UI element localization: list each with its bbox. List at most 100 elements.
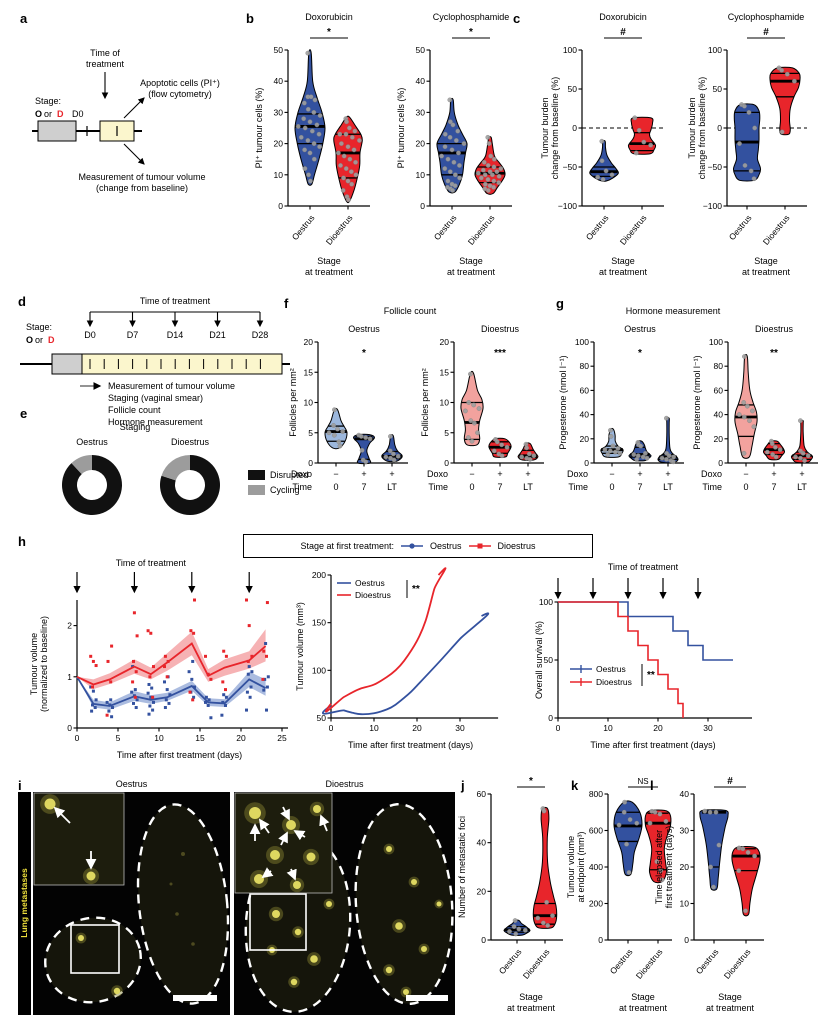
svg-text:80: 80 — [714, 361, 724, 371]
svg-text:−50: −50 — [563, 162, 578, 172]
svg-text:10: 10 — [274, 170, 284, 180]
svg-text:100: 100 — [708, 45, 722, 55]
panel-i-label: i — [18, 778, 22, 793]
svg-text:+: + — [361, 469, 366, 479]
svg-text:0: 0 — [444, 458, 449, 468]
svg-text:Oestrus: Oestrus — [355, 578, 385, 588]
svg-text:20: 20 — [274, 139, 284, 149]
chart-h-tumour-volume-mm3: 50 100 150 200 0 10 20 30 Tumour volume (mm³) Tim… — [293, 556, 548, 773]
svg-text:−: − — [743, 469, 748, 479]
svg-text:0: 0 — [278, 201, 283, 211]
svg-text:Dioestrus: Dioestrus — [481, 324, 520, 334]
svg-text:0: 0 — [584, 458, 589, 468]
svg-text:Time elapsed after: Time elapsed after — [654, 830, 664, 904]
chart-l-time-elapsed-violin: #0 10 20 30 40 Time elapsed after first treatm… — [646, 774, 792, 1019]
svg-text:0: 0 — [469, 482, 474, 492]
svg-text:or: or — [44, 109, 52, 119]
svg-text:NS: NS — [637, 777, 648, 786]
svg-text:Time after first treatment (da: Time after first treatment (days) — [117, 750, 242, 760]
chart-g_oes: Oestrus * 0 20 40 60 80 100 Progesterone (nmol l… — [558, 324, 684, 492]
svg-text:10: 10 — [680, 899, 690, 909]
panel-c-label: c — [513, 11, 521, 26]
chart-f_dio: Dioestrus *** 0 5 10 15 20 Follicles per mm² Dox… — [420, 324, 544, 492]
panel-f-title: Follicle count — [383, 306, 437, 316]
svg-text:Oestrus: Oestrus — [694, 947, 721, 976]
svg-text:at treatment: at treatment — [599, 267, 648, 277]
svg-text:150: 150 — [312, 618, 326, 628]
svg-text:+: + — [525, 469, 530, 479]
svg-text:50: 50 — [416, 45, 426, 55]
panel-a-label: a — [20, 11, 28, 26]
svg-text:2: 2 — [67, 621, 72, 631]
svg-text:Time after first treatment (da: Time after first treatment (days) — [348, 740, 473, 750]
svg-text:at treatment: at treatment — [305, 267, 354, 277]
svg-text:Doxorubicin: Doxorubicin — [305, 12, 353, 22]
svg-text:(change from baseline): (change from baseline) — [96, 183, 188, 193]
chart-k_endpoint: NS 0 200 400 600 800 Tumour volume at endpoint … — [566, 777, 672, 1013]
svg-text:Tumour volume: Tumour volume — [566, 836, 576, 898]
svg-text:Measurement of tumour volume: Measurement of tumour volume — [108, 381, 235, 391]
svg-text:Time of treatment: Time of treatment — [116, 558, 187, 568]
panel-i-dioestrus-micrograph — [234, 792, 455, 1019]
svg-text:Staging (vaginal smear): Staging (vaginal smear) — [108, 393, 203, 403]
svg-text:50: 50 — [568, 84, 578, 94]
svg-text:*: * — [469, 27, 473, 38]
svg-text:Oestrus: Oestrus — [596, 664, 626, 674]
svg-text:Disrupted: Disrupted — [270, 470, 309, 480]
svg-text:at treatment: at treatment — [706, 1003, 755, 1013]
svg-text:at treatment: at treatment — [447, 267, 496, 277]
svg-text:100: 100 — [312, 665, 326, 675]
svg-text:O: O — [26, 335, 33, 345]
svg-text:at treatment: at treatment — [507, 1003, 556, 1013]
svg-text:30: 30 — [274, 107, 284, 117]
svg-text:*: * — [327, 27, 331, 38]
svg-text:D: D — [48, 335, 55, 345]
svg-text:Dioestrus: Dioestrus — [755, 324, 794, 334]
svg-text:Dioestrus: Dioestrus — [171, 437, 210, 447]
chart-k-endpoint-volume-violin: NS 0 200 400 600 800 Tumour volume at endpoint … — [558, 774, 674, 1019]
svg-text:0: 0 — [75, 733, 80, 743]
svg-text:0: 0 — [67, 723, 72, 733]
svg-text:40: 40 — [714, 410, 724, 420]
svg-text:50: 50 — [544, 655, 554, 665]
svg-text:***: *** — [494, 348, 506, 359]
svg-text:D14: D14 — [167, 330, 184, 340]
svg-text:800: 800 — [589, 789, 603, 799]
chart-c-cyclophosphamide-violin: Cyclophosphamide # −100 −50 0 50 100 Tumour bur… — [683, 6, 825, 296]
svg-text:Oestrus: Oestrus — [727, 213, 754, 242]
svg-text:Dioestrus: Dioestrus — [618, 213, 649, 247]
chart-g_dio: Dioestrus ** 0 20 40 60 80 100 Progesterone (nmo… — [692, 324, 818, 492]
panel-f-label: f — [284, 296, 289, 311]
svg-text:Stage: Stage — [718, 992, 742, 1002]
panel-i-dioestrus-svg — [234, 792, 455, 1015]
svg-text:D0: D0 — [72, 109, 84, 119]
svg-text:+: + — [771, 469, 776, 479]
svg-text:0: 0 — [609, 482, 614, 492]
chart-h-overall-survival: Time of treatment 0 50 100 0 10 20 30 Overall su… — [530, 556, 817, 773]
svg-text:Stage: Stage — [631, 992, 655, 1002]
svg-text:0: 0 — [548, 713, 553, 723]
svg-text:**: ** — [647, 670, 655, 681]
svg-text:Time after first treatment (da: Time after first treatment (days) — [590, 740, 715, 750]
svg-text:30: 30 — [455, 723, 465, 733]
svg-text:7: 7 — [637, 482, 642, 492]
svg-text:Tumour burden: Tumour burden — [687, 97, 697, 158]
svg-text:−100: −100 — [558, 201, 577, 211]
svg-text:Number of metastatic foci: Number of metastatic foci — [457, 816, 467, 918]
svg-text:30: 30 — [416, 107, 426, 117]
panel-h-label: h — [18, 534, 26, 549]
h-legend-box: Stage at first treatment: Oestrus Dioest… — [243, 534, 593, 558]
svg-text:20: 20 — [653, 723, 663, 733]
svg-text:100: 100 — [709, 337, 723, 347]
svg-text:15: 15 — [440, 367, 450, 377]
svg-text:Time: Time — [428, 482, 448, 492]
panel-g-title: Hormone measurement — [625, 306, 721, 316]
svg-text:Doxo: Doxo — [291, 469, 312, 479]
chart-g-oestrus-violin: Oestrus * 0 20 40 60 80 100 Progesterone (nmol l… — [558, 318, 694, 523]
chart-f-oestrus-violin: Oestrus * 0 5 10 15 20 Follicles per mm² Doxo − + +… — [288, 318, 420, 523]
chart-l_time: #0 10 20 30 40 Time elapsed after first treatm… — [654, 776, 764, 1013]
svg-text:50: 50 — [274, 45, 284, 55]
chart-g-dioestrus-violin: Dioestrus ** 0 20 40 60 80 100 Progesterone (nmo… — [692, 318, 825, 523]
